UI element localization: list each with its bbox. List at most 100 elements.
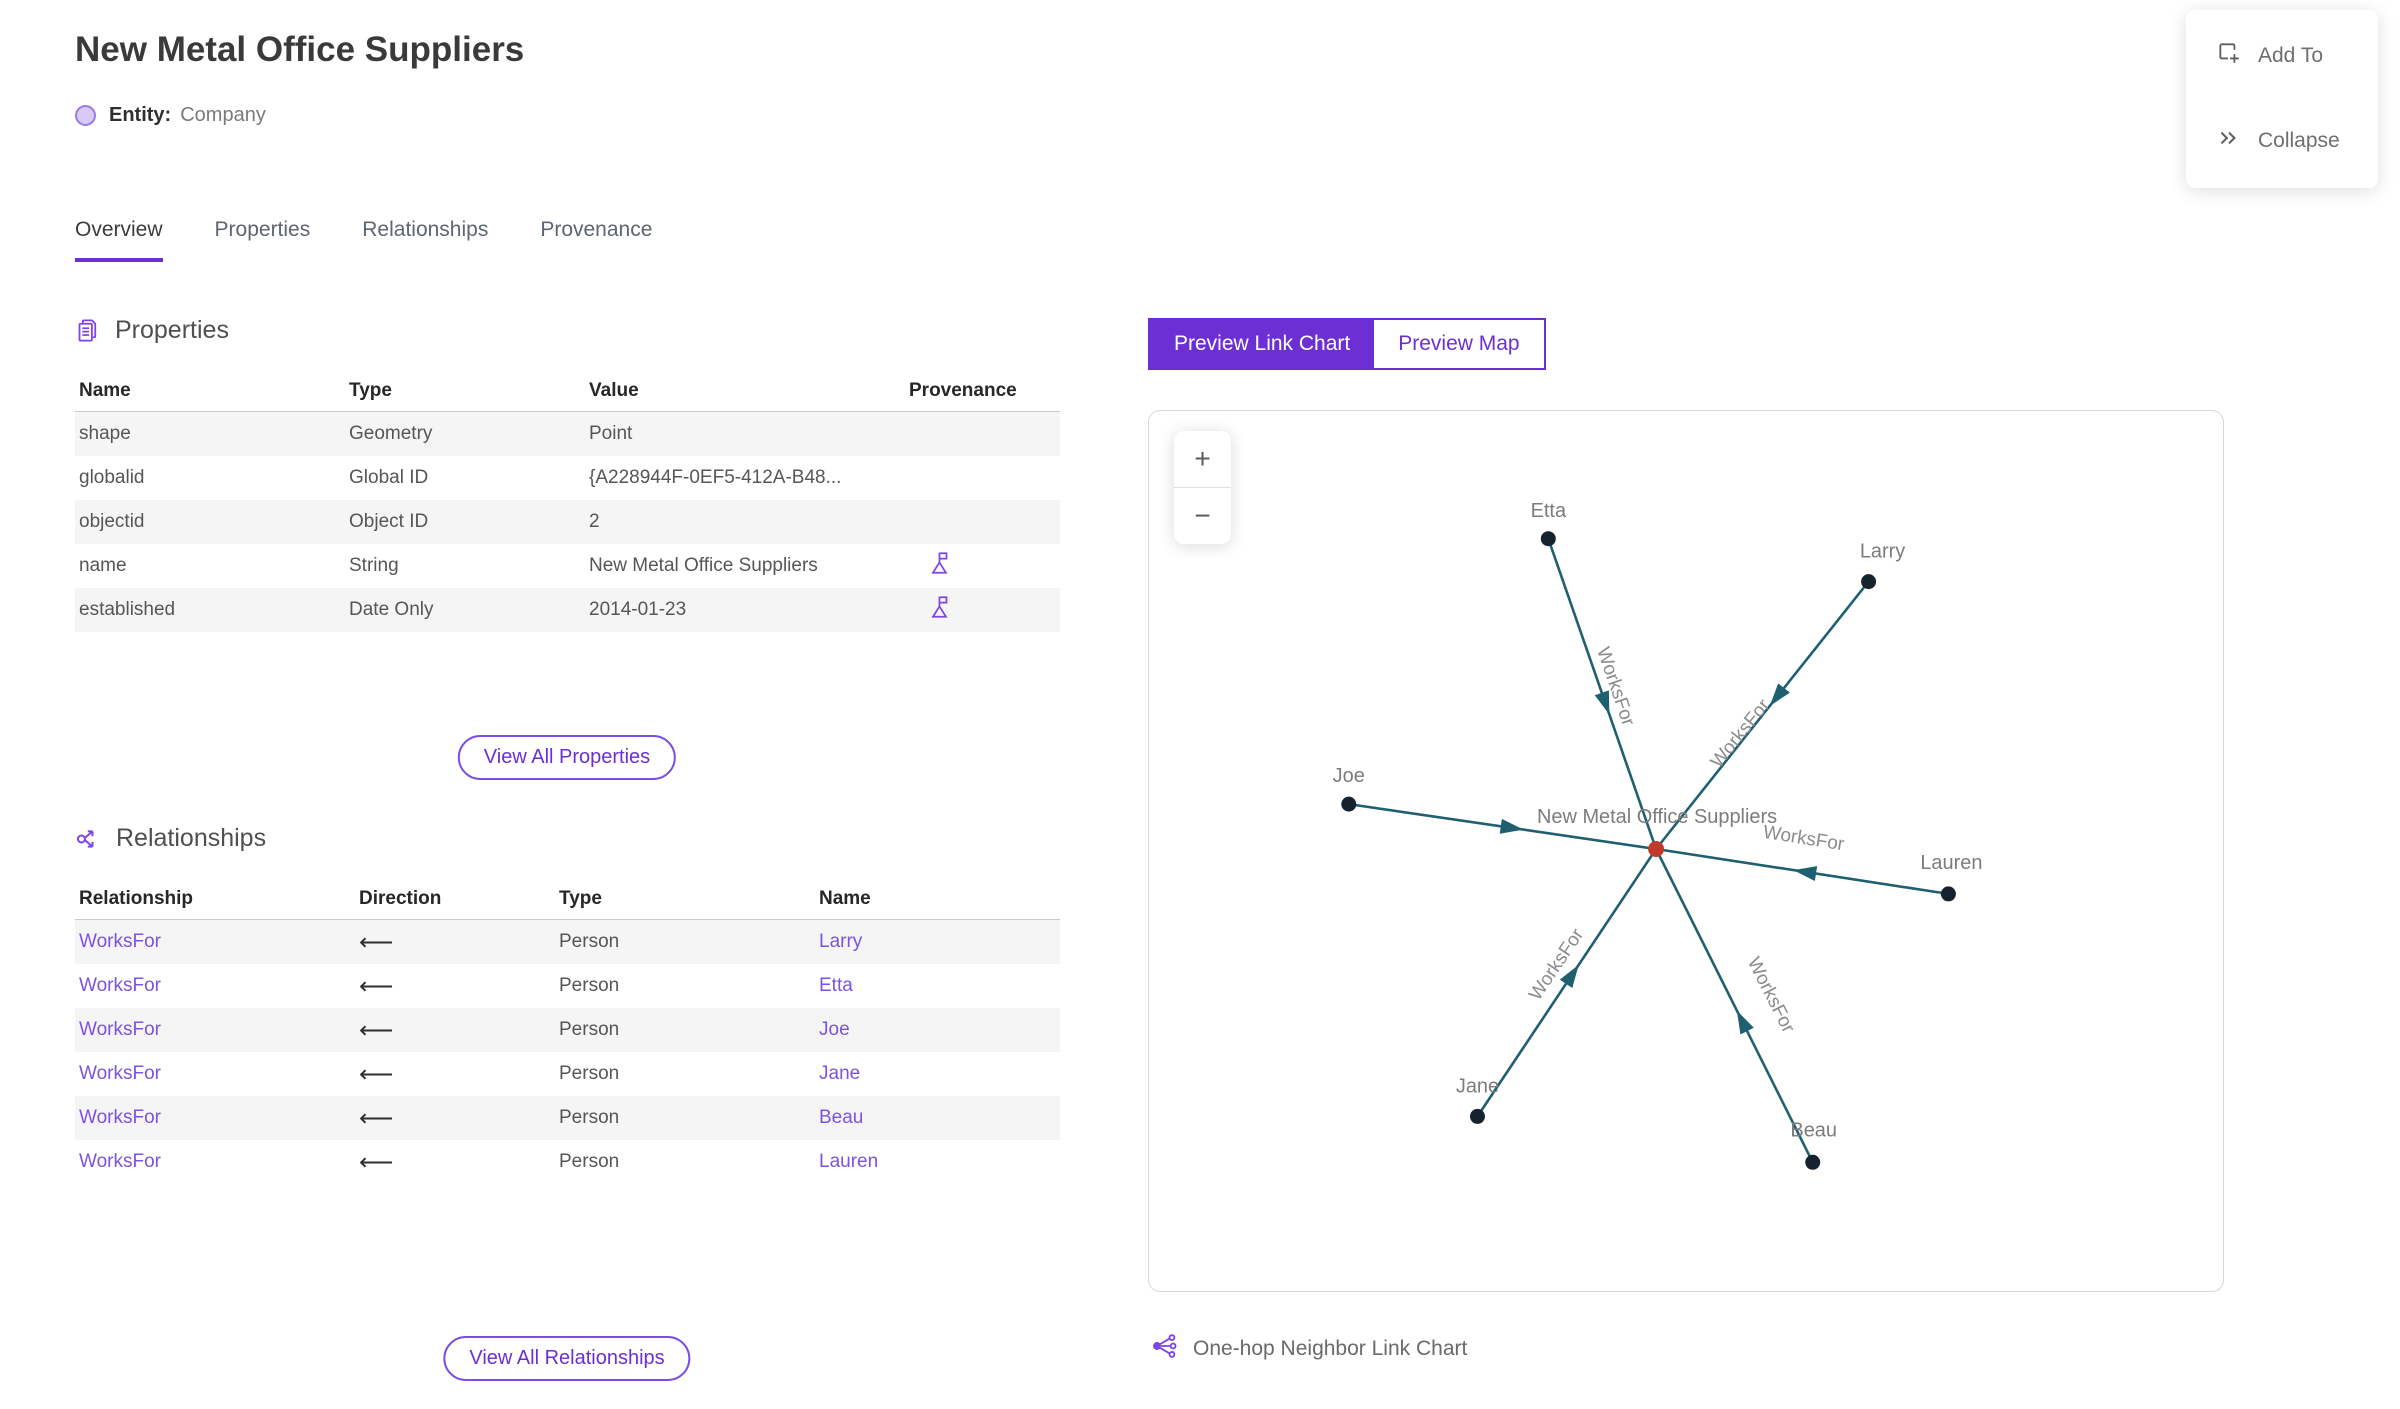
table-row: objectid Object ID 2 [75,500,1060,544]
properties-section-header: Properties [75,316,229,345]
tab[interactable]: Relationships [362,218,489,241]
graph-edge-arrow [1736,1010,1754,1035]
relationships-section-header: Relationships [75,824,266,853]
related-entity-link[interactable]: Beau [819,1107,864,1128]
graph-node-label: Lauren [1920,852,1982,874]
zoom-control-divider [1174,487,1231,488]
property-value: New Metal Office Suppliers [589,555,818,576]
column-header: Name [79,379,131,401]
relationships-table-body: WorksFor ⟵ Person Larry WorksFor ⟵ Perso… [75,920,1060,1184]
related-entity-link[interactable]: Joe [819,1019,850,1040]
relationship-type-link[interactable]: WorksFor [79,931,161,952]
zoom-out-button[interactable]: − [1174,488,1231,544]
table-row: WorksFor ⟵ Person Larry [75,920,1060,964]
page-title: New Metal Office Suppliers [75,30,525,69]
column-header: Relationship [79,887,194,909]
graph-edge-label: WorksFor [1743,954,1799,1036]
related-entity-type: Person [559,1063,620,1084]
direction-arrow: ⟵ [359,1104,394,1132]
entity-label: Entity: [109,104,172,126]
properties-table-header: Name Type Value Provenance [75,370,1060,412]
graph-node-Larry[interactable] [1861,574,1877,590]
properties-table-body: shape Geometry Point globalid Global ID … [75,412,1060,632]
table-row: globalid Global ID {A228944F-0EF5-412A-B… [75,456,1060,500]
column-header: Type [559,887,602,909]
table-row: WorksFor ⟵ Person Etta [75,964,1060,1008]
link-chart-panel: + − WorksFor WorksFor WorksFor WorksFor Work… [1148,410,2224,1292]
preview-link-chart-button[interactable]: Preview Link Chart [1150,320,1375,368]
relationship-type-link[interactable]: WorksFor [79,1151,161,1172]
add-to-button[interactable]: Add To [2186,34,2378,77]
related-entity-link[interactable]: Etta [819,975,853,996]
properties-icon [75,317,102,344]
provenance-flag-icon[interactable] [927,552,953,581]
related-entity-type: Person [559,1107,620,1128]
graph-center-node[interactable] [1648,841,1665,857]
relationship-type-link[interactable]: WorksFor [79,1063,161,1084]
relationships-table-header: Relationship Direction Type Name [75,878,1060,920]
table-row: WorksFor ⟵ Person Joe [75,1008,1060,1052]
property-value: 2014-01-23 [589,599,687,620]
actions-panel: Add To Collapse [2186,10,2378,188]
property-value: 2 [589,511,600,532]
column-header: Type [349,379,392,401]
one-hop-link-chart-icon [1150,1332,1178,1365]
graph-node-Beau[interactable] [1805,1154,1821,1170]
properties-section-title: Properties [115,316,229,344]
property-value: Point [589,423,633,444]
graph-node-Joe[interactable] [1341,796,1357,812]
property-value: {A228944F-0EF5-412A-B48... [589,467,842,488]
table-row: WorksFor ⟵ Person Beau [75,1096,1060,1140]
relationship-type-link[interactable]: WorksFor [79,1107,161,1128]
collapse-button[interactable]: Collapse [2186,119,2378,162]
table-row: WorksFor ⟵ Person Jane [75,1052,1060,1096]
related-entity-type: Person [559,931,620,952]
graph-edge[interactable] [1654,848,1814,1163]
properties-table: Name Type Value Provenance shape Geometr… [75,370,1060,632]
related-entity-link[interactable]: Lauren [819,1151,879,1172]
related-entity-link[interactable]: Larry [819,931,863,952]
graph-edge-arrow [1769,683,1790,706]
column-header: Name [819,887,871,909]
property-name: established [79,599,176,620]
related-entity-link[interactable]: Jane [819,1063,861,1084]
graph-edge[interactable] [1655,580,1870,850]
view-all-relationships-button[interactable]: View All Relationships [443,1336,691,1381]
related-entity-type: Person [559,975,620,996]
relationships-icon [75,825,103,853]
property-name: objectid [79,511,145,532]
provenance-flag-icon[interactable] [927,596,953,625]
graph-node-Etta[interactable] [1540,531,1556,547]
entity-type-icon [75,105,96,126]
add-to-icon [2216,40,2242,71]
graph-node-Lauren[interactable] [1940,886,1956,902]
tab[interactable]: Overview [75,218,163,262]
add-to-label: Add To [2258,43,2323,67]
tab[interactable]: Properties [214,218,311,241]
zoom-in-button[interactable]: + [1174,431,1231,487]
relationships-table: Relationship Direction Type Name WorksFo… [75,878,1060,1184]
view-all-properties-button[interactable]: View All Properties [457,735,677,780]
direction-arrow: ⟵ [359,928,394,956]
relationship-type-link[interactable]: WorksFor [79,975,161,996]
property-name: name [79,555,127,576]
preview-map-button[interactable]: Preview Map [1374,320,1544,368]
direction-arrow: ⟵ [359,1016,394,1044]
table-row: established Date Only 2014-01-23 [75,588,1060,632]
relationship-type-link[interactable]: WorksFor [79,1019,161,1040]
column-header: Provenance [909,379,1017,401]
graph-edge-arrow [1793,866,1818,881]
entity-type-value: Company [180,104,266,126]
graph-node-label: Etta [1531,500,1567,522]
graph-edge-arrow [1499,818,1524,834]
graph-edge-arrow [1559,964,1579,988]
graph-edge-arrow [1594,690,1610,715]
column-header: Direction [359,887,442,909]
property-type: Object ID [349,511,429,532]
related-entity-type: Person [559,1151,620,1172]
tab[interactable]: Provenance [540,218,653,241]
table-row: name String New Metal Office Suppliers [75,544,1060,588]
graph-node-Jane[interactable] [1469,1108,1485,1124]
column-header: Value [589,379,639,401]
